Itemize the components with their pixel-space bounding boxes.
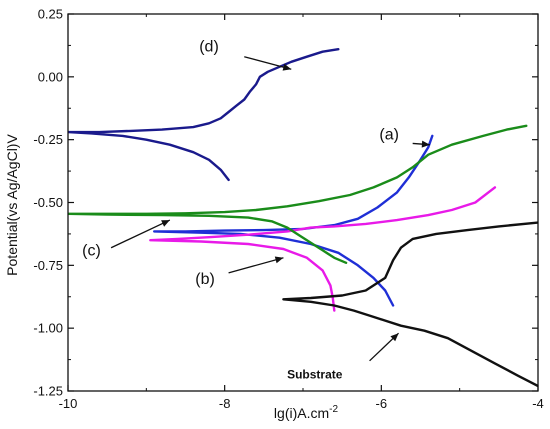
series-line-a (153, 134, 434, 307)
annotation-label-d: (d) (199, 39, 219, 56)
series-line-d (68, 48, 340, 182)
x-axis-label-exponent: -2 (329, 404, 338, 415)
x-axis-label-text: lg(i)A.cm (274, 405, 329, 421)
y-tick-label: -0.75 (33, 258, 63, 273)
annotation-arrow-b (228, 257, 284, 274)
x-tick-label: -10 (59, 396, 78, 411)
y-tick-label: -0.50 (33, 195, 63, 210)
y-tick-label: -1.25 (33, 384, 63, 399)
annotation-arrowhead-b (274, 256, 284, 264)
y-tick-label: 0.00 (38, 69, 63, 84)
y-tick-label: -1.00 (33, 321, 63, 336)
annotation-arrow-d (244, 56, 292, 70)
annotation-label-substrate: Substrate (287, 367, 343, 381)
curve-group (68, 48, 538, 388)
y-tick-label: -0.25 (33, 132, 63, 147)
axes-frame (67, 13, 539, 392)
annotation-arrowhead-c (161, 220, 170, 227)
annotation-arrow-c (110, 219, 171, 249)
x-axis-label: lg(i)A.cm-2 (274, 404, 339, 421)
tick-group: -10 -8 -6 -4 0.25 0.00 -0.25 -0.50 -0.75 -1.00 -1.… (33, 7, 543, 412)
plot-frame (67, 13, 539, 392)
annotation-label-a: (a) (379, 127, 399, 144)
x-tick-label: -6 (376, 396, 388, 411)
annotation-label-c: (c) (82, 242, 101, 259)
series-line-b (149, 186, 497, 312)
y-axis-label: Potential(vs Ag/AgCl)V (4, 134, 20, 276)
annotation-label-b: (b) (195, 271, 215, 288)
annotation-arrowhead-a (421, 140, 430, 148)
series-line-substrate (282, 221, 538, 388)
annotation-arrowhead-d (282, 63, 292, 71)
y-tick-label: 0.25 (38, 7, 63, 22)
x-tick-label: -4 (532, 396, 544, 411)
x-tick-label: -8 (219, 396, 231, 411)
annotation-arrowhead-substrate (390, 333, 399, 342)
annotation-group: (d) (a) (c) (b) Substrate (82, 39, 430, 381)
series-line-c (68, 124, 528, 264)
